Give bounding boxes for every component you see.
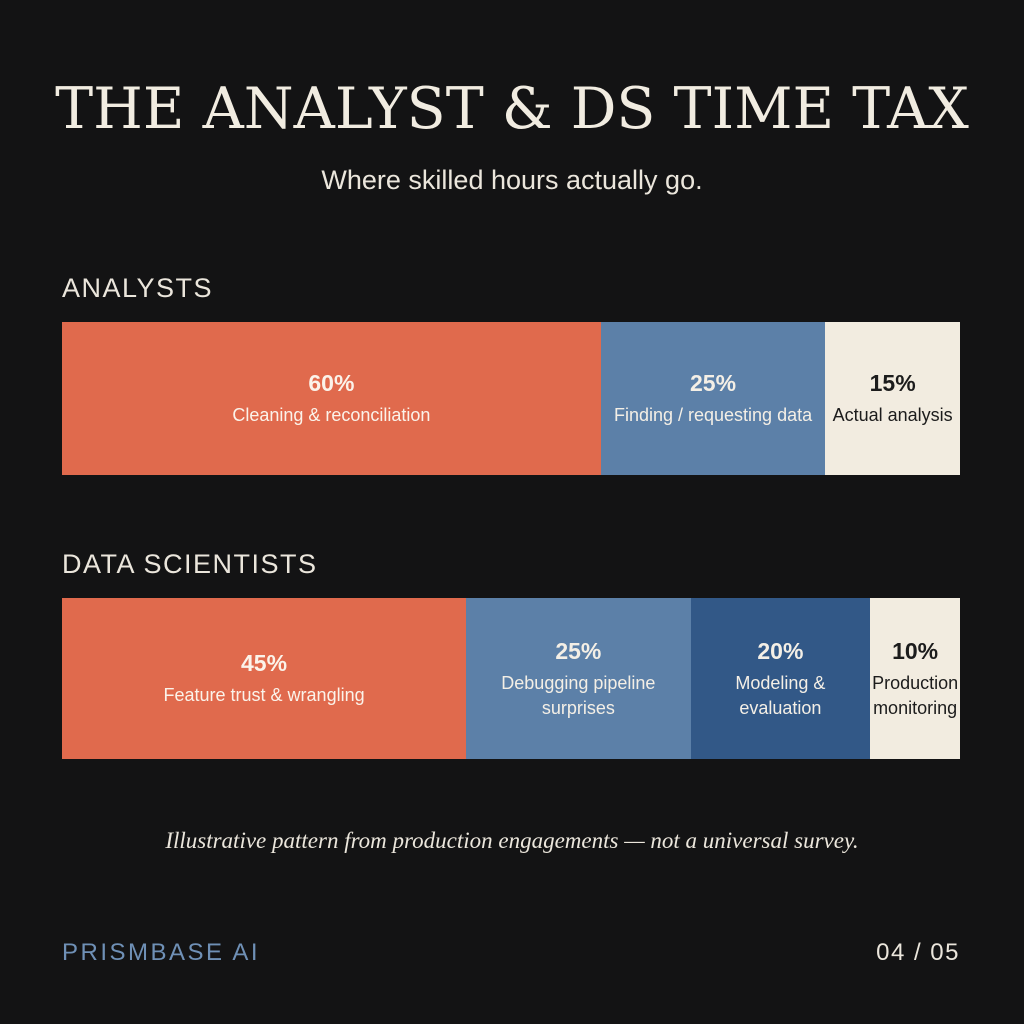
segment-value-label: 60% bbox=[308, 370, 355, 396]
page-title: THE ANALYST & DS TIME TAX bbox=[55, 76, 969, 142]
segment-value-label: 20% bbox=[757, 637, 804, 664]
segment-value-label: 45% bbox=[241, 650, 288, 676]
segment-category-label: Cleaning & reconciliation bbox=[232, 405, 431, 425]
segment-category-label: Finding / requesting data bbox=[613, 405, 813, 425]
group-label-data-scientists: DATA SCIENTISTS bbox=[62, 549, 318, 579]
bar-segment: 45% Feature trust & wrangling bbox=[62, 598, 467, 759]
segment-value-label: 15% bbox=[869, 370, 916, 396]
subtitle: Where skilled hours actually go. bbox=[321, 165, 703, 195]
bar-segment: 10% Production monitoring bbox=[870, 598, 960, 759]
bar-segment: 15% Actual analysis bbox=[825, 322, 960, 475]
page-indicator: 04 / 05 bbox=[876, 939, 960, 966]
group-label-analysts: ANALYSTS bbox=[62, 273, 214, 303]
bar-segment: 60% Cleaning & reconciliation bbox=[62, 322, 601, 475]
bar-segment: 25% Debugging pipeline surprises bbox=[466, 598, 691, 759]
stacked-bar-analysts: 60% Cleaning & reconciliation 25% Finding /… bbox=[62, 322, 960, 475]
bar-segment: 25% Finding / requesting data bbox=[600, 322, 826, 475]
segment-category-label: Actual analysis bbox=[832, 405, 953, 425]
brand-logo-text: PRISMBASE AI bbox=[62, 939, 261, 966]
segment-value-label: 25% bbox=[690, 370, 737, 396]
segment-category-label: Debugging pipeline surprises bbox=[501, 672, 656, 718]
footnote: Illustrative pattern from production eng… bbox=[165, 828, 859, 853]
segment-category-label: Modeling & evaluation bbox=[735, 672, 826, 718]
stacked-bar-data-scientists: 45% Feature trust & wrangling 25% Debugging… bbox=[62, 598, 960, 759]
segment-category-label: Feature trust & wrangling bbox=[163, 685, 365, 705]
segment-value-label: 10% bbox=[892, 637, 939, 664]
bar-segment: 20% Modeling & evaluation bbox=[690, 598, 871, 759]
segment-value-label: 25% bbox=[555, 637, 602, 664]
segment-category-label: Production monitoring bbox=[872, 672, 959, 718]
